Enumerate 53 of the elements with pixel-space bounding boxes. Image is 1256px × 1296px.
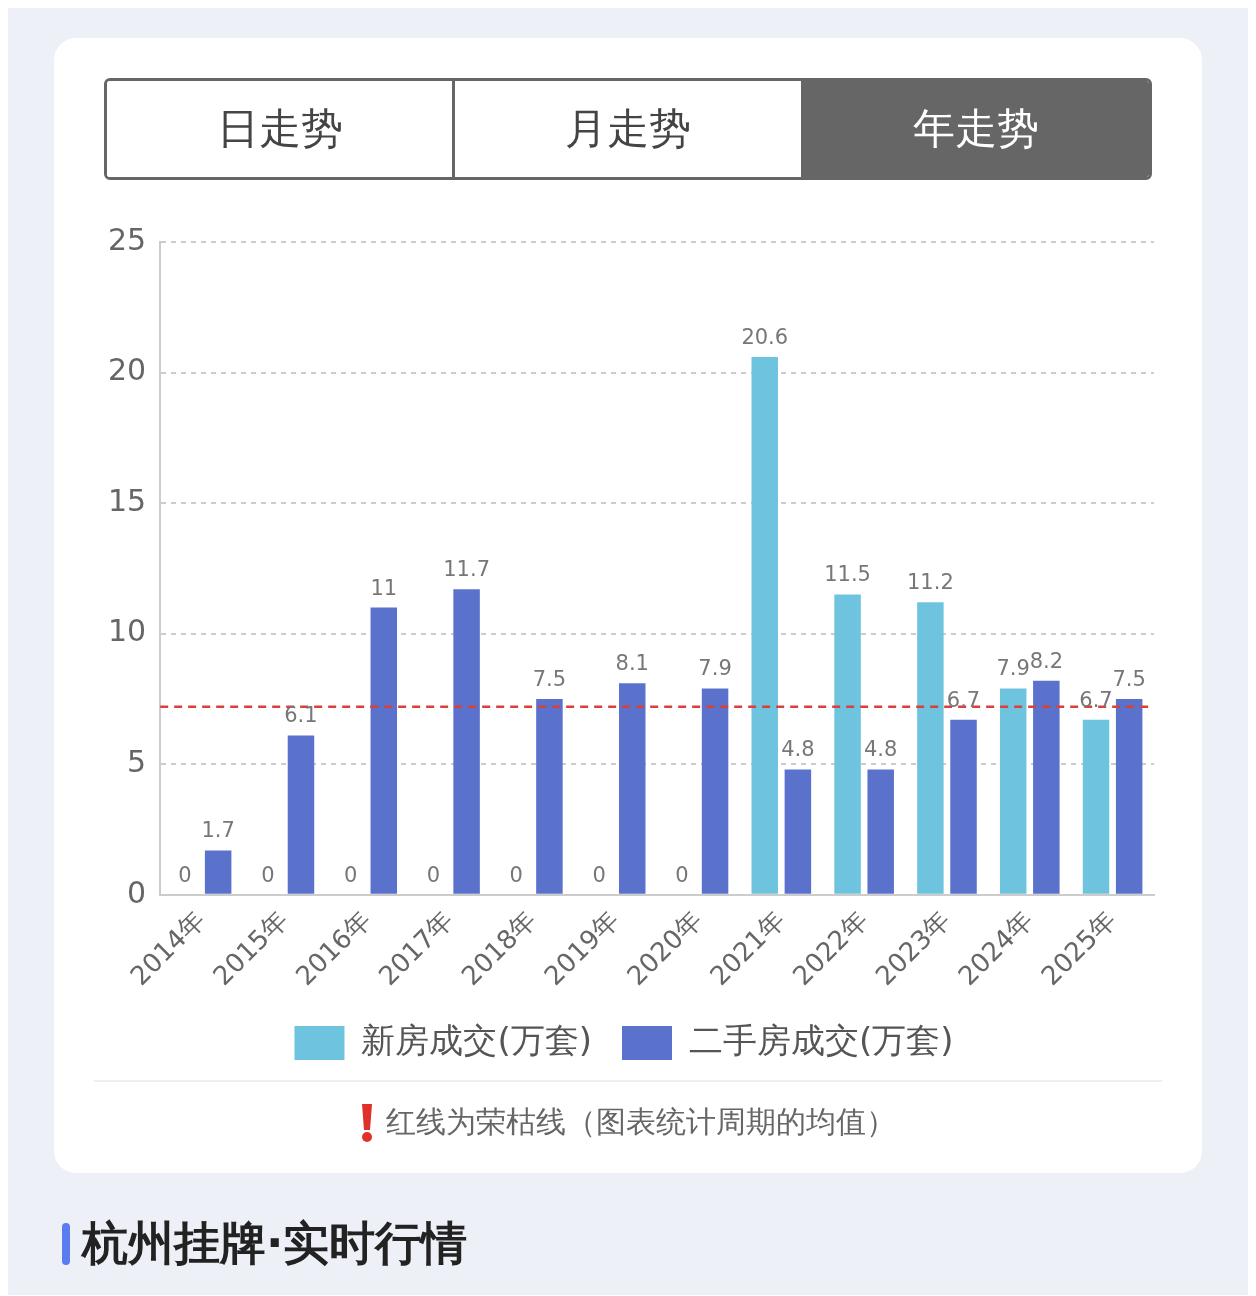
y-tick-label: 15 (107, 482, 147, 518)
data-label: 0 (592, 862, 606, 887)
data-label: 11.2 (907, 570, 954, 595)
text: 日走势 (107, 81, 453, 177)
bar (1033, 680, 1060, 894)
text: 红线为荣枯线（图表统计周期的均值） (386, 1103, 896, 1141)
bar (204, 850, 232, 894)
y-tick-label: 20 (107, 352, 147, 388)
bar (834, 594, 861, 894)
bar (370, 607, 398, 894)
text: 杭州挂牌·实时行情 (82, 1215, 468, 1272)
bar (287, 735, 315, 894)
data-label: 7.9 (996, 656, 1030, 681)
bar (784, 769, 812, 894)
bar (867, 769, 894, 894)
data-label: 8.2 (1029, 648, 1064, 673)
data-label: 7.5 (1112, 666, 1146, 691)
data-label: 6.1 (284, 703, 318, 728)
bar (999, 688, 1027, 894)
y-tick-label: 25 (107, 221, 147, 257)
bar (917, 602, 944, 894)
bar (1115, 698, 1143, 894)
text: 月走势 (452, 81, 801, 177)
bar (536, 698, 563, 894)
data-label: 7.9 (698, 656, 732, 681)
data-label: 11.7 (443, 557, 490, 582)
data-label: 0 (426, 862, 441, 887)
data-label: 11.5 (824, 562, 871, 587)
bar (701, 688, 729, 894)
data-label: 0 (675, 862, 689, 887)
data-label: 7.5 (532, 666, 567, 691)
data-label: 20.6 (741, 324, 789, 349)
data-label: 6.7 (1079, 687, 1113, 712)
bar (453, 589, 480, 894)
data-label: 0 (343, 862, 358, 887)
y-tick-label: 0 (127, 874, 147, 910)
data-label: 8.1 (615, 651, 649, 676)
text: 年走势 (800, 81, 1149, 177)
data-label: 1.7 (201, 818, 235, 843)
bar (618, 683, 646, 894)
data-label: 4.8 (863, 737, 898, 762)
y-tick-label: 5 (127, 744, 147, 780)
data-label: 11 (370, 575, 398, 600)
bar (751, 356, 778, 894)
bar (1082, 719, 1110, 894)
legend-label: 新房成交(万套) (361, 1019, 592, 1060)
data-label: 0 (178, 862, 192, 887)
bar (950, 719, 977, 894)
legend-label: 二手房成交(万套) (689, 1019, 954, 1060)
data-label: 4.8 (781, 737, 815, 762)
data-label: 0 (261, 862, 275, 887)
y-tick-label: 10 (107, 613, 147, 649)
data-label: 0 (509, 862, 523, 887)
